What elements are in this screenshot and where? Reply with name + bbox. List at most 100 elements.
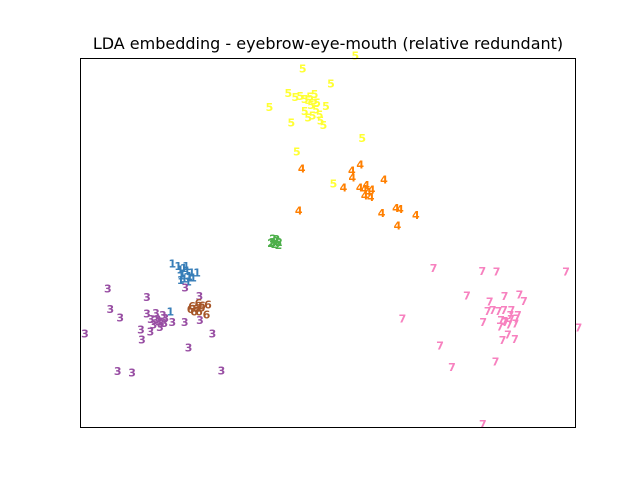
point-class-4: 4: [348, 172, 356, 185]
point-class-7: 7: [500, 304, 508, 317]
point-class-7: 7: [575, 322, 583, 335]
point-class-1: 1: [180, 272, 188, 285]
point-class-5: 5: [313, 96, 321, 109]
point-class-1: 1: [188, 267, 196, 280]
point-class-7: 7: [430, 262, 438, 275]
point-class-5: 5: [301, 93, 309, 106]
point-class-1: 1: [174, 260, 182, 273]
point-class-7: 7: [507, 313, 515, 326]
point-class-2: 2: [267, 237, 275, 250]
point-class-4: 4: [356, 181, 364, 194]
point-class-6: 6: [190, 305, 198, 318]
point-class-7: 7: [479, 316, 487, 329]
point-class-4: 4: [356, 158, 364, 171]
point-class-7: 7: [479, 418, 487, 431]
point-class-1: 1: [166, 305, 174, 318]
point-class-1: 1: [186, 272, 194, 285]
point-class-6: 6: [204, 299, 212, 312]
point-class-3: 3: [147, 313, 155, 326]
point-class-7: 7: [508, 304, 516, 317]
point-class-1: 1: [182, 260, 190, 273]
point-class-1: 1: [168, 258, 176, 271]
point-class-7: 7: [493, 265, 501, 278]
point-class-3: 3: [160, 317, 168, 330]
point-class-7: 7: [499, 334, 507, 347]
point-class-7: 7: [507, 309, 515, 322]
point-class-4: 4: [396, 203, 404, 216]
point-class-6: 6: [198, 301, 206, 314]
point-class-7: 7: [505, 318, 513, 331]
point-class-5: 5: [310, 94, 318, 107]
point-class-5: 5: [266, 101, 274, 114]
point-class-3: 3: [116, 312, 124, 325]
point-class-2: 2: [273, 233, 281, 246]
point-class-5: 5: [304, 94, 312, 107]
point-class-6: 6: [198, 299, 206, 312]
point-class-5: 5: [299, 63, 307, 76]
point-class-6: 6: [195, 297, 203, 310]
point-class-4: 4: [348, 165, 356, 178]
point-class-4: 4: [295, 205, 303, 218]
point-class-5: 5: [291, 91, 299, 104]
point-class-5: 5: [301, 105, 309, 118]
point-class-4: 4: [394, 220, 402, 233]
point-class-7: 7: [436, 340, 444, 353]
point-class-4: 4: [378, 207, 386, 220]
point-class-7: 7: [514, 309, 522, 322]
point-class-5: 5: [307, 99, 315, 112]
point-class-7: 7: [492, 355, 500, 368]
point-class-4: 4: [392, 202, 400, 215]
point-class-3: 3: [218, 365, 226, 378]
point-class-3: 3: [138, 333, 146, 346]
point-class-5: 5: [358, 132, 366, 145]
point-class-6: 6: [203, 308, 211, 321]
point-class-2: 2: [269, 232, 277, 245]
point-class-7: 7: [501, 290, 509, 303]
point-class-2: 2: [269, 236, 277, 249]
point-class-3: 3: [143, 308, 151, 321]
point-class-3: 3: [152, 307, 160, 320]
point-class-1: 1: [193, 267, 201, 280]
point-class-4: 4: [361, 190, 369, 203]
point-class-3: 3: [137, 323, 145, 336]
point-class-5: 5: [304, 111, 312, 124]
point-class-4: 4: [364, 186, 372, 199]
point-class-7: 7: [489, 304, 497, 317]
point-class-3: 3: [104, 282, 112, 295]
point-class-2: 2: [275, 236, 283, 249]
point-class-7: 7: [520, 295, 528, 308]
point-class-3: 3: [185, 342, 193, 355]
point-class-2: 2: [275, 239, 283, 252]
point-class-4: 4: [380, 174, 388, 187]
plot-frame: [80, 58, 576, 428]
point-class-3: 3: [128, 366, 136, 379]
point-class-1: 1: [189, 271, 197, 284]
point-class-7: 7: [478, 265, 486, 278]
point-class-1: 1: [177, 269, 185, 282]
point-class-5: 5: [296, 90, 304, 103]
point-class-1: 1: [176, 264, 184, 277]
point-class-6: 6: [188, 300, 196, 313]
point-class-7: 7: [502, 316, 510, 329]
point-class-2: 2: [271, 238, 279, 251]
point-class-7: 7: [463, 289, 471, 302]
point-class-3: 3: [143, 291, 151, 304]
point-class-5: 5: [351, 50, 359, 63]
point-class-5: 5: [311, 88, 319, 101]
point-class-7: 7: [484, 305, 492, 318]
point-class-5: 5: [330, 178, 338, 191]
point-class-5: 5: [306, 91, 314, 104]
point-class-5: 5: [322, 100, 330, 113]
point-class-7: 7: [399, 312, 407, 325]
point-class-3: 3: [155, 316, 163, 329]
point-class-5: 5: [284, 87, 292, 100]
point-class-3: 3: [106, 303, 114, 316]
chart-title: LDA embedding - eyebrow-eye-mouth (relat…: [93, 34, 563, 53]
point-class-7: 7: [504, 329, 512, 342]
point-class-7: 7: [511, 333, 519, 346]
point-class-7: 7: [448, 361, 456, 374]
point-class-3: 3: [168, 316, 176, 329]
